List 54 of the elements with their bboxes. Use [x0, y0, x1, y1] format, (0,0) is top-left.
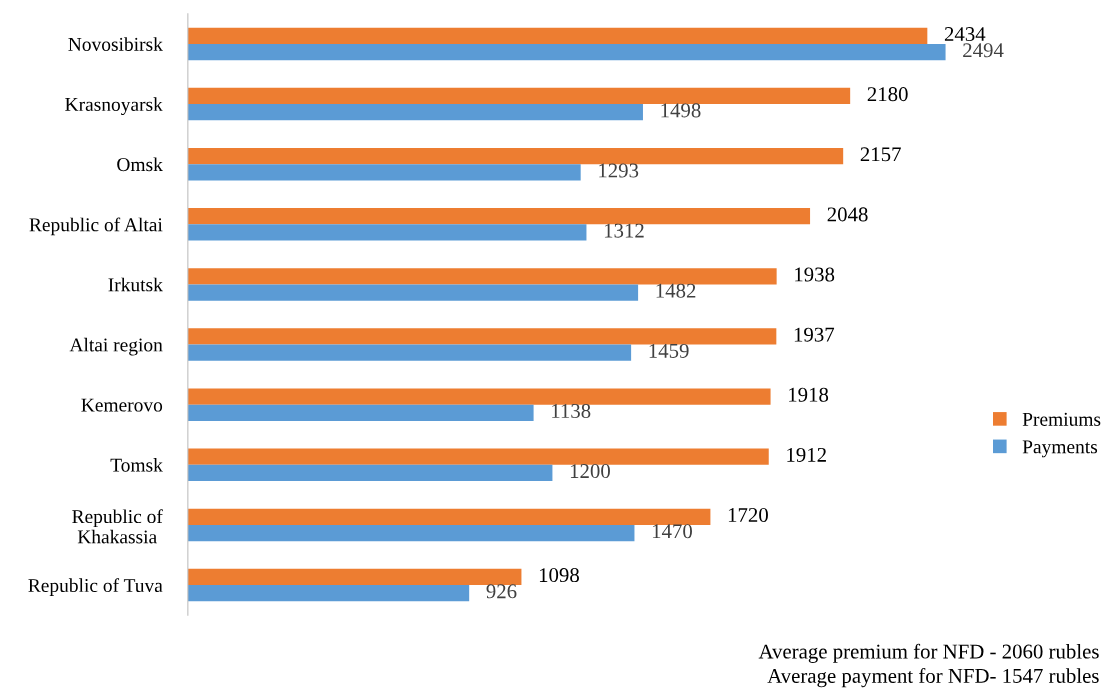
data-label: 1312 [604, 223, 644, 238]
y-tick-label: Omsk [117, 157, 163, 172]
data-label: 1459 [649, 343, 689, 358]
bar [187, 508, 711, 525]
bar [187, 27, 928, 44]
data-label: 2434 [944, 27, 986, 42]
bar [187, 448, 769, 465]
data-label: 2180 [867, 87, 908, 102]
y-tick-label: Kemerovo [81, 398, 163, 412]
data-label: 1912 [787, 447, 826, 462]
bar [187, 464, 553, 482]
data-label: 1918 [789, 387, 829, 402]
text: Average premium for NFD - 2060 rubles [758, 643, 1099, 663]
bar [187, 268, 777, 285]
bar [187, 147, 844, 165]
data-label: 1200 [570, 464, 610, 479]
legend-label: Payments [1022, 440, 1098, 458]
legend-label: Premiums [1022, 412, 1101, 426]
bar [187, 568, 522, 586]
bar [187, 104, 643, 121]
y-tick-label: Republic of Altai [29, 217, 163, 236]
text: Average payment for NFD- 1547 rubles [767, 668, 1099, 688]
bar [187, 388, 771, 405]
data-label: 1720 [728, 507, 768, 522]
y-tick-label: Republic of Khakassia [72, 509, 163, 544]
data-label: 926 [486, 584, 517, 599]
y-tick-label: Altai region [69, 337, 163, 356]
y-tick-label: Krasnoyarsk [65, 97, 163, 116]
bar [187, 328, 777, 345]
data-label: 1498 [661, 103, 701, 118]
bar [187, 284, 639, 301]
bar [187, 344, 632, 361]
bar [187, 43, 946, 61]
bar [187, 208, 811, 225]
data-label: 1938 [795, 267, 835, 282]
data-label: 1098 [539, 568, 579, 583]
bar [187, 524, 635, 542]
y-tick-label: Irkutsk [108, 277, 163, 292]
data-label: 1138 [552, 403, 591, 418]
bar [187, 224, 587, 241]
data-label: 2157 [860, 147, 901, 162]
bar [187, 585, 470, 602]
y-tick-label: Novosibirsk [68, 37, 163, 51]
y-tick-label: Tomsk [110, 458, 163, 472]
data-label: 1482 [656, 283, 696, 298]
data-label: 2048 [827, 207, 868, 222]
data-label: 1293 [599, 163, 639, 178]
data-label: 1937 [794, 327, 835, 342]
y-tick-label: Republic of Tuva [28, 578, 163, 596]
data-label: 2494 [963, 43, 1004, 58]
bar [187, 87, 851, 105]
bar [187, 164, 581, 181]
bar [187, 404, 534, 421]
data-label: 1470 [652, 524, 692, 539]
